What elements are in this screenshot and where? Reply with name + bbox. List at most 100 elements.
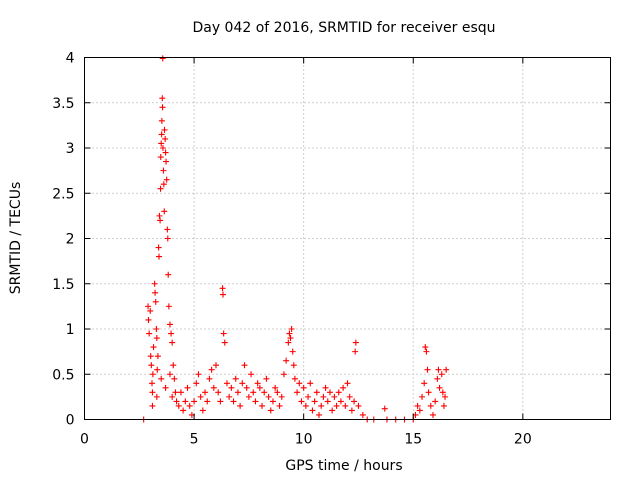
data-point <box>154 366 161 373</box>
data-point <box>250 389 257 396</box>
data-point <box>166 371 173 378</box>
data-point <box>419 393 426 400</box>
data-point <box>158 131 165 138</box>
data-point <box>423 348 430 355</box>
data-point <box>440 402 447 409</box>
data-points <box>140 55 450 423</box>
data-point <box>311 398 318 405</box>
data-point <box>162 384 169 391</box>
data-point <box>230 398 237 405</box>
data-point <box>159 55 166 62</box>
data-point <box>414 402 421 409</box>
data-point <box>202 389 209 396</box>
data-point <box>313 389 320 396</box>
data-point <box>199 407 206 414</box>
data-point <box>145 303 152 310</box>
data-point <box>239 380 246 387</box>
data-point <box>309 407 316 414</box>
y-tick-label: 4 <box>66 51 75 67</box>
data-point <box>147 353 154 360</box>
data-point <box>272 384 279 391</box>
data-point <box>355 402 362 409</box>
x-tick-label: 20 <box>514 432 532 448</box>
data-point <box>432 398 439 405</box>
data-point <box>359 411 366 418</box>
data-point <box>245 393 252 400</box>
data-point <box>162 135 169 142</box>
data-point <box>206 375 213 382</box>
data-point <box>234 389 241 396</box>
x-tick-label: 15 <box>404 432 422 448</box>
data-point <box>305 393 312 400</box>
y-tick-label: 3 <box>66 141 75 157</box>
grid <box>84 57 611 420</box>
data-point <box>241 362 248 369</box>
data-point <box>220 291 227 298</box>
data-point <box>161 126 168 133</box>
data-point <box>256 384 263 391</box>
data-point <box>318 402 325 409</box>
data-point <box>381 405 388 412</box>
data-point <box>166 321 173 328</box>
data-point <box>182 398 189 405</box>
y-tick-label: 1 <box>66 322 75 338</box>
data-point <box>154 353 161 360</box>
data-point <box>210 384 217 391</box>
y-tick-label: 1.5 <box>52 277 74 293</box>
data-point <box>298 398 305 405</box>
data-point <box>421 380 428 387</box>
data-point <box>197 393 204 400</box>
y-tick-label: 3.5 <box>52 96 74 112</box>
data-point <box>156 253 163 260</box>
data-point <box>294 389 301 396</box>
data-point <box>340 384 347 391</box>
data-point <box>152 298 159 305</box>
data-point <box>278 393 285 400</box>
data-point <box>175 402 182 409</box>
data-point <box>149 389 156 396</box>
data-point <box>302 402 309 409</box>
data-point <box>153 335 160 342</box>
data-point <box>285 339 292 346</box>
data-point <box>434 375 441 382</box>
data-point <box>148 362 155 369</box>
data-point <box>161 208 168 215</box>
data-point <box>184 384 191 391</box>
data-point <box>162 149 169 156</box>
data-point <box>348 407 355 414</box>
data-point <box>149 380 156 387</box>
data-point <box>276 402 283 409</box>
data-point <box>351 398 358 405</box>
plot-frame <box>84 57 611 420</box>
data-point <box>438 371 445 378</box>
data-point <box>254 380 261 387</box>
data-point <box>180 407 187 414</box>
data-point <box>265 393 272 400</box>
data-point <box>169 339 176 346</box>
data-point <box>344 380 351 387</box>
data-point <box>172 389 179 396</box>
data-point <box>153 393 160 400</box>
data-point <box>145 316 152 323</box>
data-point <box>329 407 336 414</box>
axis-ticks <box>84 57 611 420</box>
data-point <box>243 384 250 391</box>
data-point <box>346 393 353 400</box>
data-point <box>342 402 349 409</box>
data-point <box>259 402 266 409</box>
y-tick-label: 2 <box>66 232 75 248</box>
data-point <box>155 244 162 251</box>
y-tick-label: 0.5 <box>52 367 74 383</box>
data-point <box>226 393 233 400</box>
data-point <box>416 407 423 414</box>
data-point <box>289 348 296 355</box>
data-point <box>158 375 165 382</box>
data-point <box>170 362 177 369</box>
data-point <box>316 411 323 418</box>
data-point <box>223 380 230 387</box>
data-point <box>208 366 215 373</box>
data-point <box>221 339 228 346</box>
data-point <box>157 217 164 224</box>
data-point <box>320 393 327 400</box>
